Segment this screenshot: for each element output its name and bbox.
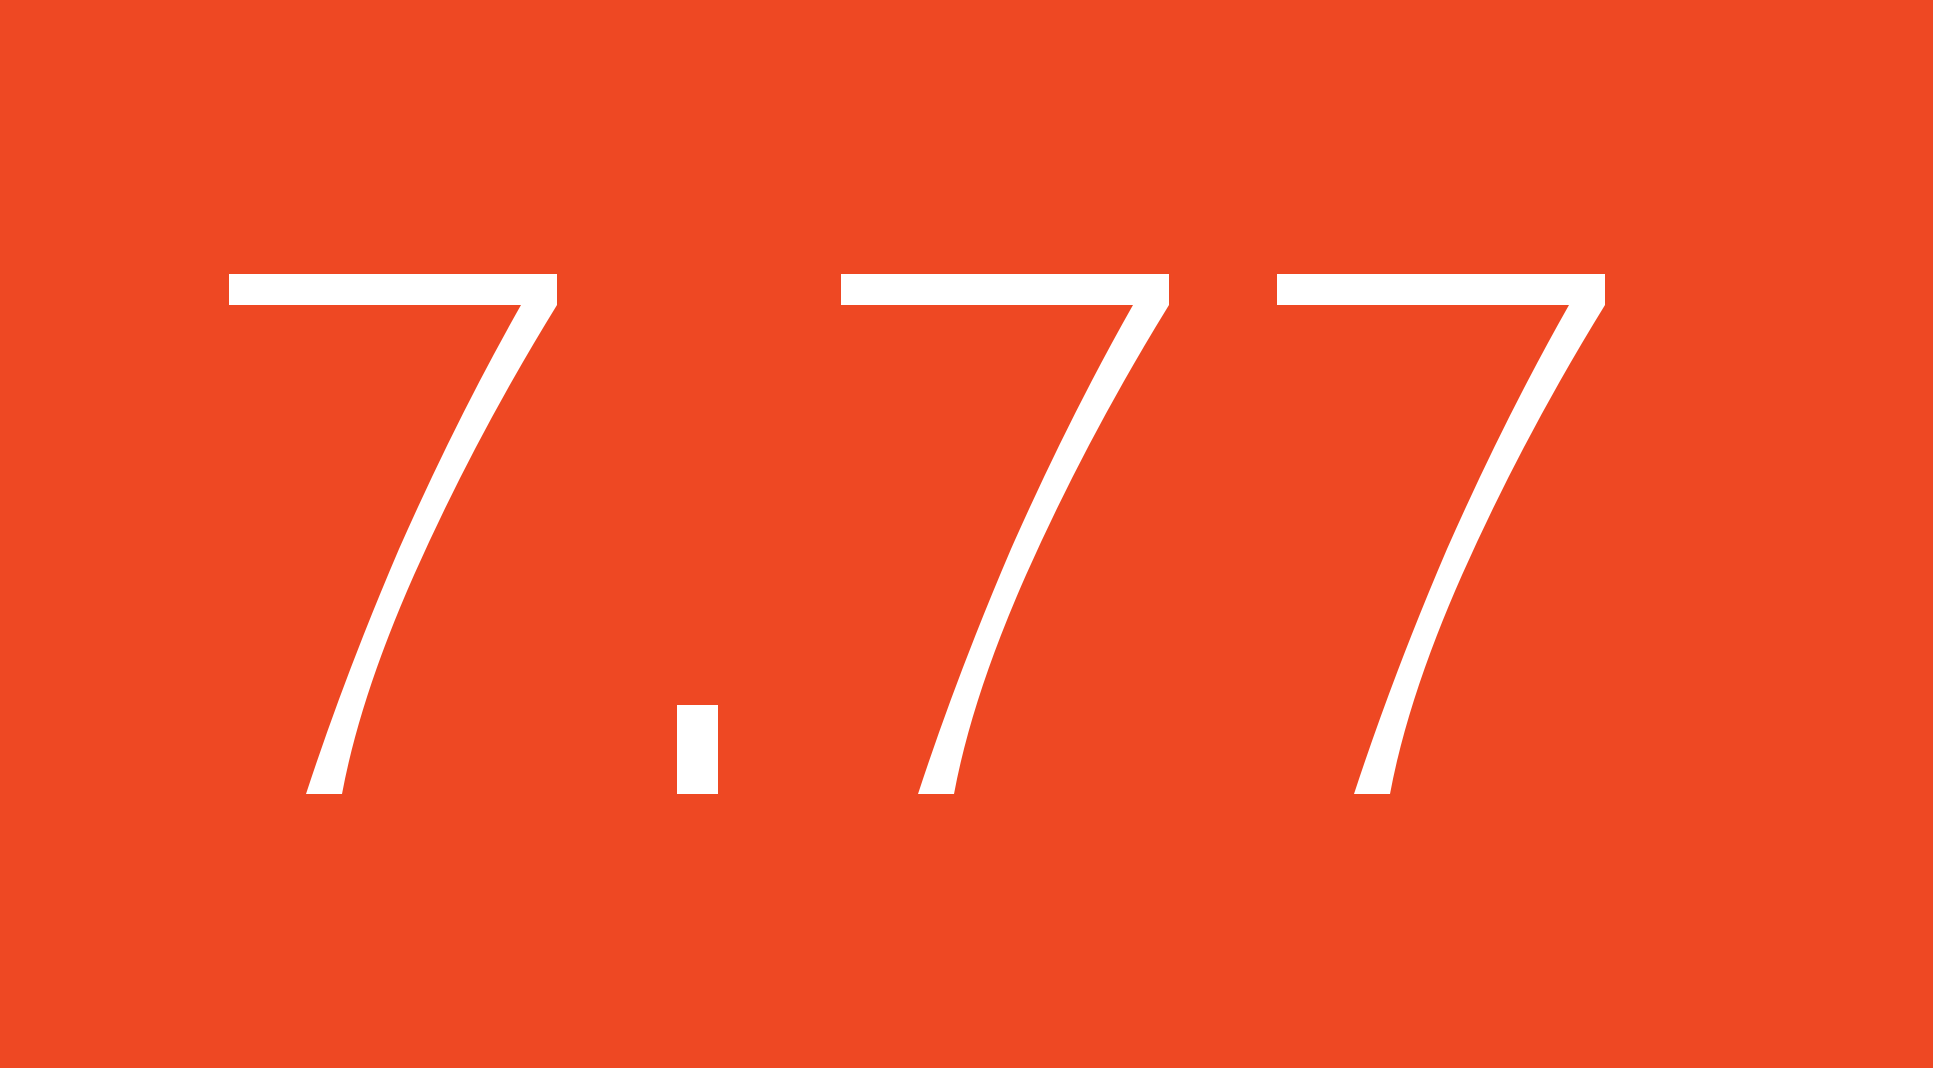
digit-7-second xyxy=(841,274,1169,794)
digit-7-first xyxy=(229,274,557,794)
digit-7-third xyxy=(1277,274,1605,794)
decimal-point xyxy=(677,705,718,794)
